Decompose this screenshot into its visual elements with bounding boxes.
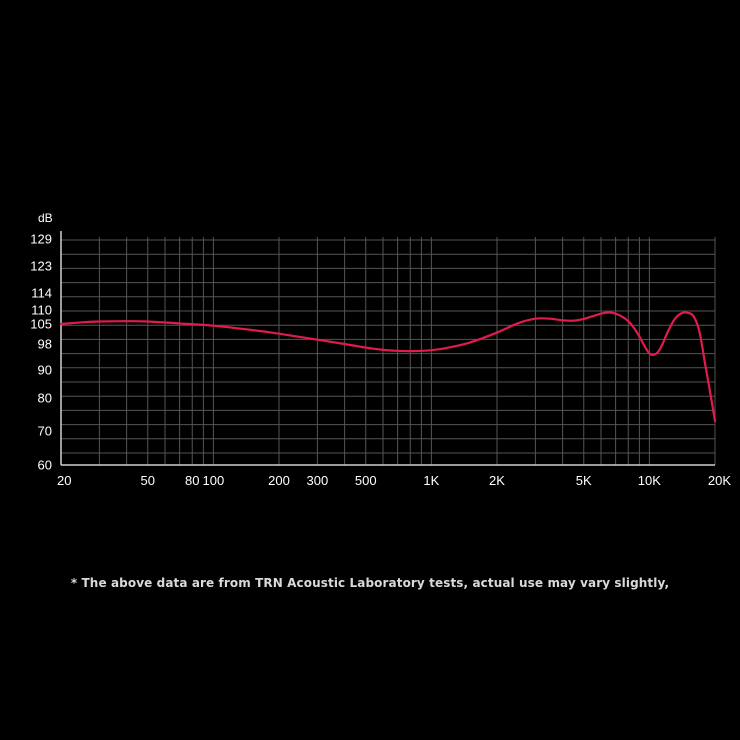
x-tick-label: 20K	[708, 473, 731, 488]
y-tick-label: 90	[38, 363, 52, 378]
y-tick-label: 98	[38, 337, 52, 352]
footnote: * The above data are from TRN Acoustic L…	[70, 576, 670, 590]
x-tick-label: 50	[141, 473, 155, 488]
frequency-response-curve	[59, 311, 717, 423]
y-tick-label: 123	[30, 259, 52, 274]
x-tick-label: 2K	[489, 473, 505, 488]
y-tick-label: 105	[30, 317, 52, 332]
y-axis-unit-label: dB	[38, 211, 53, 225]
y-tick-label: 60	[38, 458, 52, 473]
x-tick-label: 20	[57, 473, 71, 488]
y-tick-label: 129	[30, 232, 52, 247]
y-tick-label: 110	[31, 303, 52, 318]
y-tick-label: 70	[38, 424, 52, 439]
x-tick-label: 5K	[576, 473, 592, 488]
x-tick-label: 80	[185, 473, 199, 488]
x-tick-label: 200	[268, 473, 290, 488]
y-tick-label: 80	[38, 391, 52, 406]
x-tick-label: 100	[203, 473, 225, 488]
y-tick-label: 114	[31, 286, 52, 301]
x-tick-label: 300	[307, 473, 329, 488]
x-tick-label: 10K	[638, 473, 661, 488]
x-tick-label: 500	[355, 473, 377, 488]
x-tick-label: 1K	[423, 473, 439, 488]
